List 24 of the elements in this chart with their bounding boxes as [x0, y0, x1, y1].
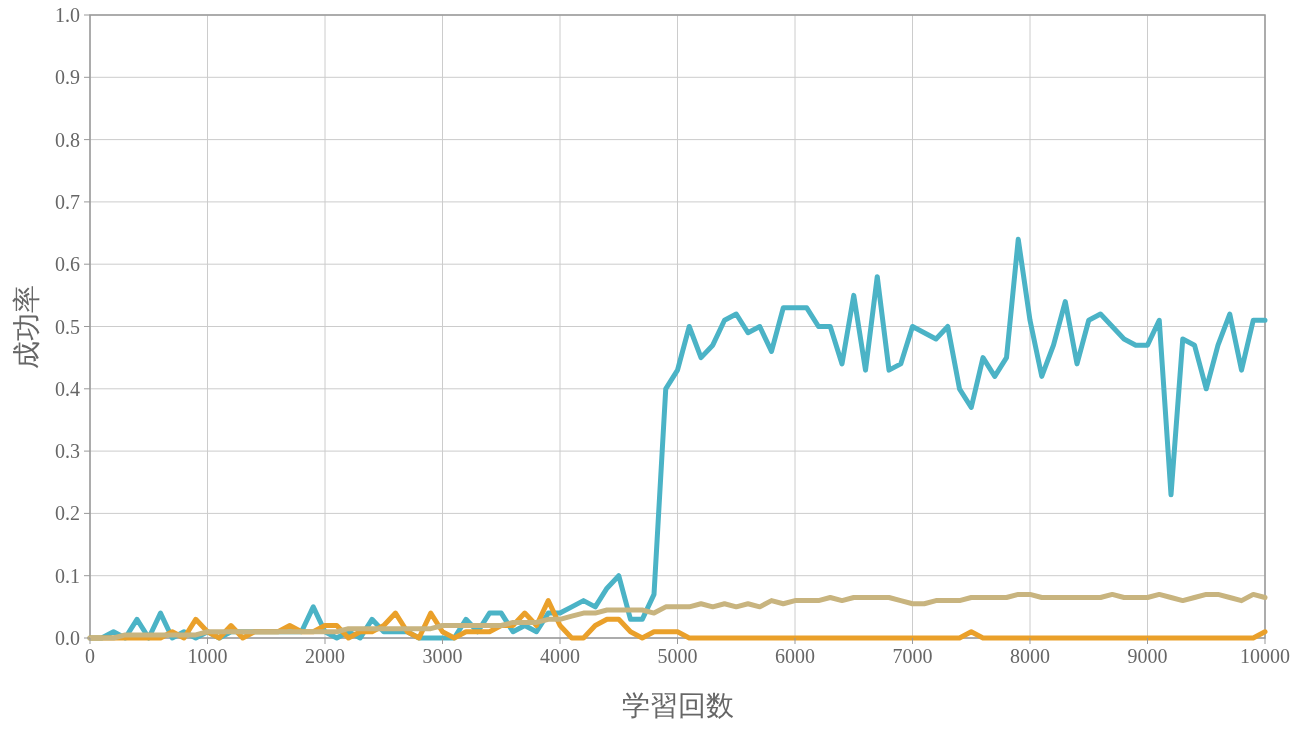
y-tick-label: 0.8 — [55, 128, 80, 151]
y-tick-label: 0.3 — [55, 440, 80, 463]
x-tick-label: 3000 — [422, 645, 463, 667]
x-tick-label: 7000 — [892, 645, 933, 667]
x-tick-label: 8000 — [1010, 645, 1050, 667]
y-tick-label: 0.7 — [55, 190, 80, 213]
x-tick-label: 2000 — [305, 645, 345, 667]
y-tick-label: 0.5 — [55, 315, 80, 338]
y-tick-label: 0.6 — [55, 253, 80, 276]
y-tick-label: 0.9 — [55, 66, 80, 89]
y-tick-label: 1.0 — [55, 4, 80, 26]
x-tick-label: 4000 — [540, 645, 580, 667]
x-tick-label: 5000 — [657, 645, 698, 667]
y-axis-title: 成功率 — [11, 284, 42, 369]
x-tick-label: 6000 — [775, 645, 815, 667]
x-tick-label: 1000 — [187, 645, 228, 667]
y-tick-label: 0.4 — [55, 377, 80, 400]
x-tick-label: 0 — [85, 645, 95, 667]
x-tick-label: 10000 — [1240, 645, 1290, 667]
x-tick-label: 9000 — [1127, 645, 1168, 667]
x-axis-title: 学習回数 — [621, 690, 734, 721]
y-tick-label: 0.0 — [55, 627, 80, 649]
y-tick-label: 0.1 — [55, 564, 80, 587]
y-tick-label: 0.2 — [55, 502, 80, 525]
